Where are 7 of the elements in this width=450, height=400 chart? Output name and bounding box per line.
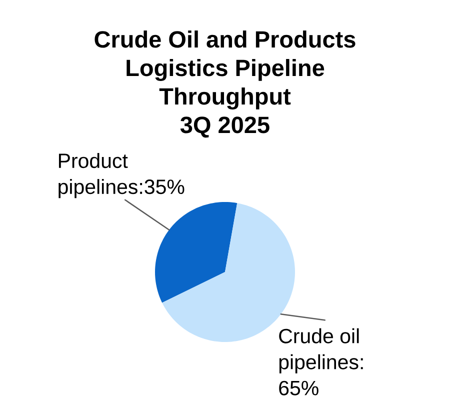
text: 65% — [279, 380, 318, 396]
slice-label: Crude oil pipelines — [279, 328, 359, 374]
chart-subtitle: 3Q 2025 — [180, 116, 270, 138]
slice-label: Product pipelines — [58, 153, 138, 198]
chart-title: Crude Oil and Products Logistics Pipeline Throughput — [94, 30, 356, 110]
text: : — [360, 358, 363, 370]
data-label: :35% — [140, 180, 184, 194]
